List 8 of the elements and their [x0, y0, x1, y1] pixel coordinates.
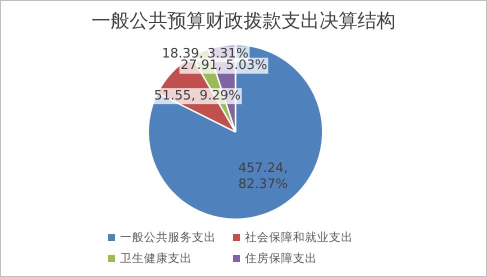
data-label: 457.24, 82.37% [238, 160, 288, 192]
legend-label: 一般公共服务支出 [120, 230, 216, 245]
chart-title: 一般公共预算财政拨款支出决算结构 [90, 9, 396, 34]
data-label: 27.91, 5.03% [180, 58, 268, 74]
legend-label: 卫生健康支出 [120, 251, 192, 266]
legend-label: 住房保障支出 [245, 251, 317, 266]
data-label: 51.55, 9.29% [154, 88, 241, 104]
legend-label: 社会保障和就业支出 [245, 230, 353, 245]
